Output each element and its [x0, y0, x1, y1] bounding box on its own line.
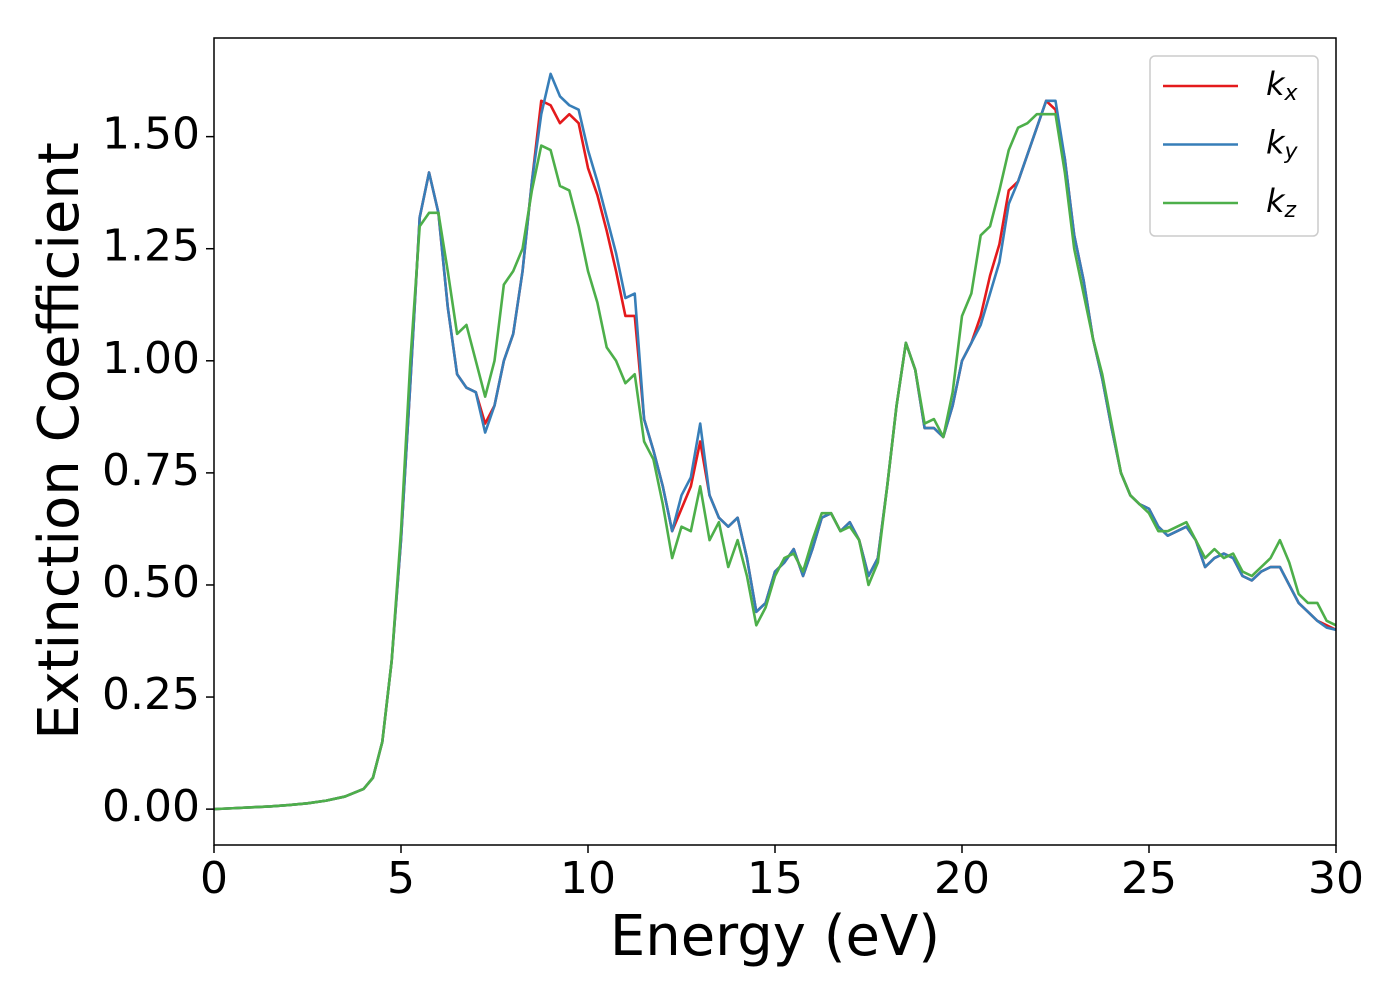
- x-tick-label: 25: [1121, 853, 1177, 904]
- x-tick-label: 20: [934, 853, 990, 904]
- plot-frame: [213, 37, 1337, 846]
- y-axis-label: Extinction Coefficient: [27, 142, 92, 740]
- legend-label: kz: [1266, 182, 1297, 223]
- y-tick-label: 1.25: [102, 221, 200, 272]
- y-tick-label: 0.25: [102, 669, 200, 720]
- x-axis-label: Energy (eV): [610, 904, 940, 969]
- x-tick-label: 5: [387, 853, 415, 904]
- data-line: [213, 72, 1337, 811]
- x-tick-label: 0: [200, 853, 228, 904]
- x-tick-label: 15: [747, 853, 803, 904]
- x-tick-label: 30: [1308, 853, 1364, 904]
- y-tick-label: 1.00: [102, 333, 200, 384]
- data-line: [213, 112, 1337, 811]
- y-tick-label: 0.50: [102, 557, 200, 608]
- y-tick-label: 0.75: [102, 445, 200, 496]
- y-tick-label: 0.00: [102, 781, 200, 832]
- legend-label: kx: [1266, 65, 1299, 106]
- legend-label: ky: [1266, 124, 1299, 165]
- x-tick-label: 10: [560, 853, 616, 904]
- y-tick-label: 1.50: [102, 109, 200, 160]
- legend-box: [1149, 55, 1319, 237]
